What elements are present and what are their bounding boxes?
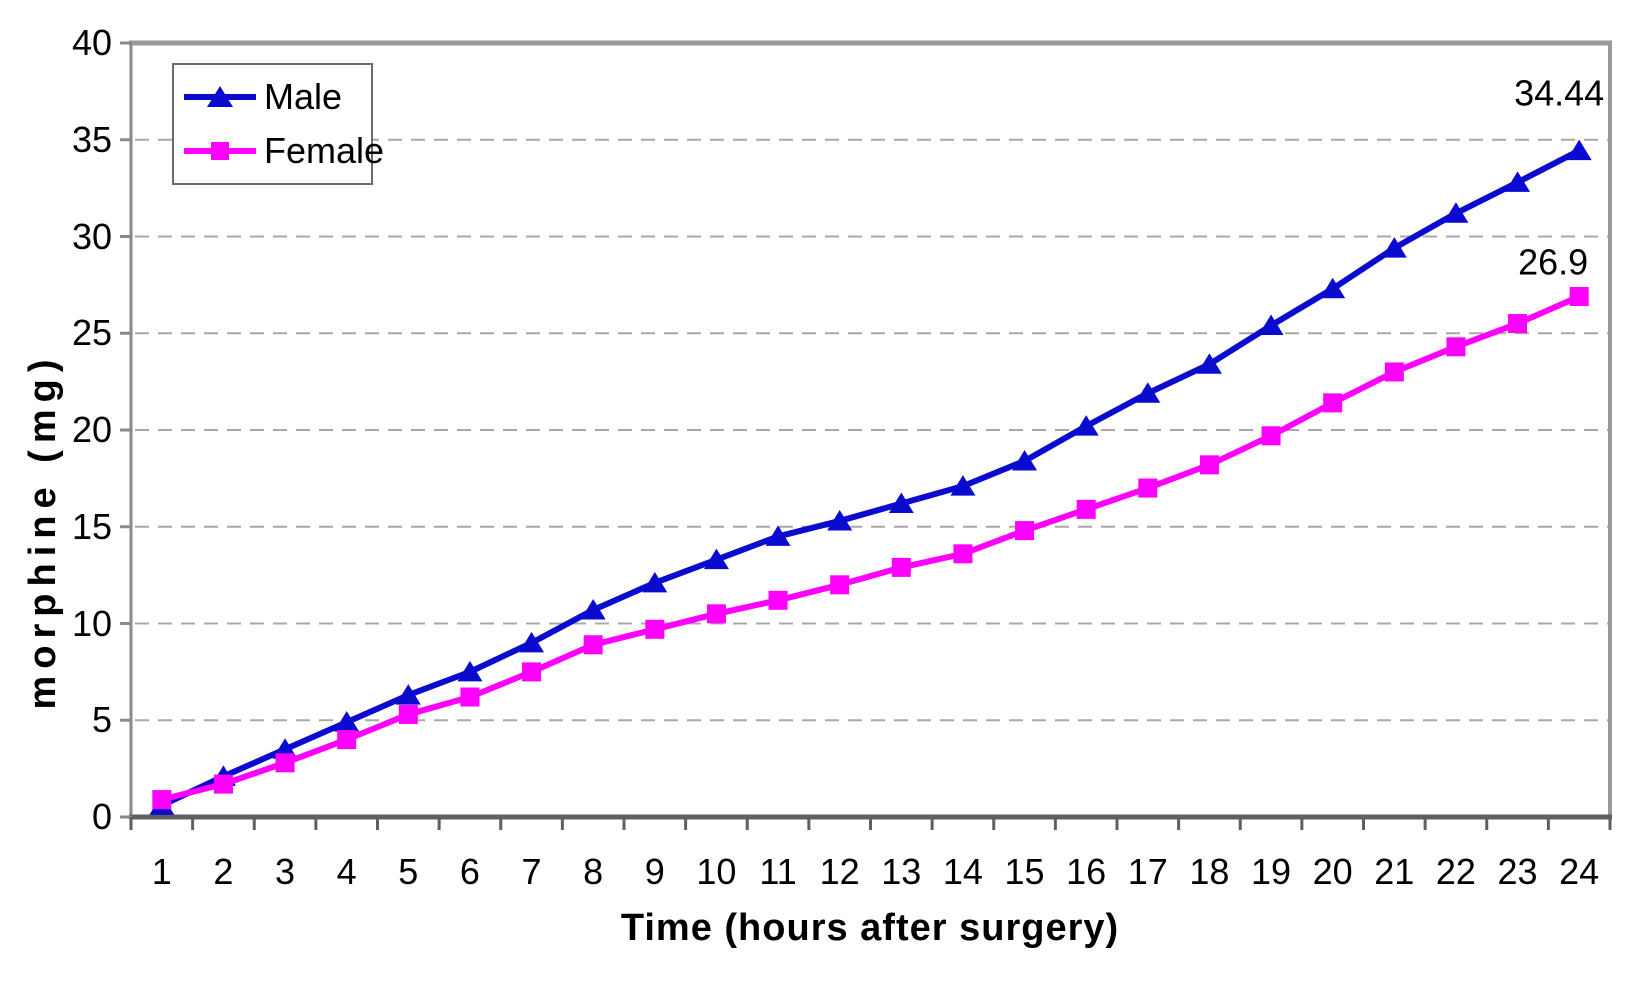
data-point-marker-female [583,635,603,655]
data-point-marker-male [888,492,914,514]
data-point-marker-male [1135,382,1161,403]
data-point-marker-female [1323,393,1343,413]
x-tick-label: 3 [275,851,296,892]
data-point-marker-male [1320,277,1346,299]
data-point-marker-female [645,619,665,639]
x-tick-label: 5 [398,851,419,892]
x-tick-label: 4 [336,851,357,892]
y-tick-label: 40 [71,22,112,63]
x-tick-label: 24 [1559,851,1600,892]
legend-item-female: Female [184,130,384,172]
data-point-marker-female [460,687,480,707]
x-tick-label: 18 [1189,851,1230,892]
y-tick-label: 25 [71,312,112,354]
data-point-marker-female [1569,286,1589,306]
data-point-marker-male [519,631,545,653]
data-point-marker-female [337,730,357,750]
x-tick-label: 7 [521,851,542,892]
x-tick-label: 1 [151,851,172,892]
data-point-marker-female [213,774,233,794]
legend-sample-male [184,85,256,109]
x-tick-label: 22 [1435,851,1476,892]
data-point-marker-female [768,590,788,610]
x-tick-label: 23 [1497,851,1538,892]
x-tick-label: 21 [1374,851,1415,892]
data-point-marker-male [457,660,483,682]
legend-sample-female [184,139,256,163]
x-tick-label: 14 [942,851,983,892]
y-tick-label: 30 [71,215,112,257]
data-point-marker-male [765,525,791,546]
data-point-marker-male [950,475,976,496]
data-point-marker-male [1258,314,1284,336]
data-point-marker-male [1381,237,1407,258]
triangle-marker-icon [207,86,233,108]
series-line-male [160,147,1581,809]
data-point-marker-female [891,557,911,577]
data-point-marker-male [1196,353,1222,374]
data-point-marker-female [706,604,726,624]
data-point-marker-male [703,548,729,570]
x-tick-label: 11 [759,851,797,892]
legend-label-male: Male [264,76,343,118]
square-marker-icon [211,141,229,160]
y-tick-label: 15 [71,505,112,547]
x-tick-label: 9 [644,851,665,892]
legend-item-male: Male [184,76,371,118]
series-line-female [161,293,1581,803]
data-point-marker-male [1073,415,1099,436]
data-point-marker-female [1508,314,1528,334]
data-point-marker-female [1261,426,1281,446]
y-tick-label: 0 [91,796,112,837]
data-point-marker-female [275,753,295,773]
data-point-marker-male [1012,449,1038,471]
data-point-marker-female [152,790,172,810]
legend: Male Female [172,63,384,185]
end-label-female: 26.9 [1518,241,1588,282]
x-tick-label: 6 [459,851,480,892]
x-axis-title: Time (hours after surgery) [620,907,1120,949]
y-axis-title: morphine (mg) [22,352,64,710]
data-point-marker-male [395,684,421,705]
y-tick-label: 10 [71,602,112,644]
x-tick-label: 13 [881,851,922,892]
data-point-marker-male [580,598,606,620]
data-point-marker-female [953,544,973,564]
end-label-male: 34.44 [1514,73,1604,114]
data-point-marker-female [522,662,542,682]
data-point-marker-male [642,571,668,593]
y-tick-label: 5 [91,699,112,741]
data-point-marker-male [827,509,853,531]
x-tick-label: 12 [819,851,860,892]
data-point-marker-female [830,575,850,595]
data-point-marker-female [1076,499,1096,519]
x-tick-label: 19 [1251,851,1292,892]
y-tick-label: 20 [71,409,112,450]
x-tick-label: 10 [696,851,737,892]
data-point-marker-male [1505,171,1531,192]
legend-label-female: Female [264,129,385,171]
x-tick-label: 8 [583,851,604,892]
data-point-marker-male [1566,139,1592,161]
data-point-marker-female [1199,455,1219,475]
data-point-marker-female [1446,337,1466,357]
y-tick-label: 35 [71,118,112,160]
data-point-marker-female [1138,478,1158,498]
data-point-marker-female [1015,521,1035,541]
x-tick-label: 15 [1004,851,1045,892]
x-tick-label: 17 [1127,851,1168,892]
x-tick-label: 20 [1312,851,1353,892]
data-point-marker-female [398,704,418,724]
data-point-marker-male [1443,202,1469,223]
x-tick-label: 2 [213,851,234,892]
data-point-marker-female [1384,362,1404,382]
data-point-marker-male [334,711,360,732]
x-tick-label: 16 [1066,851,1107,892]
